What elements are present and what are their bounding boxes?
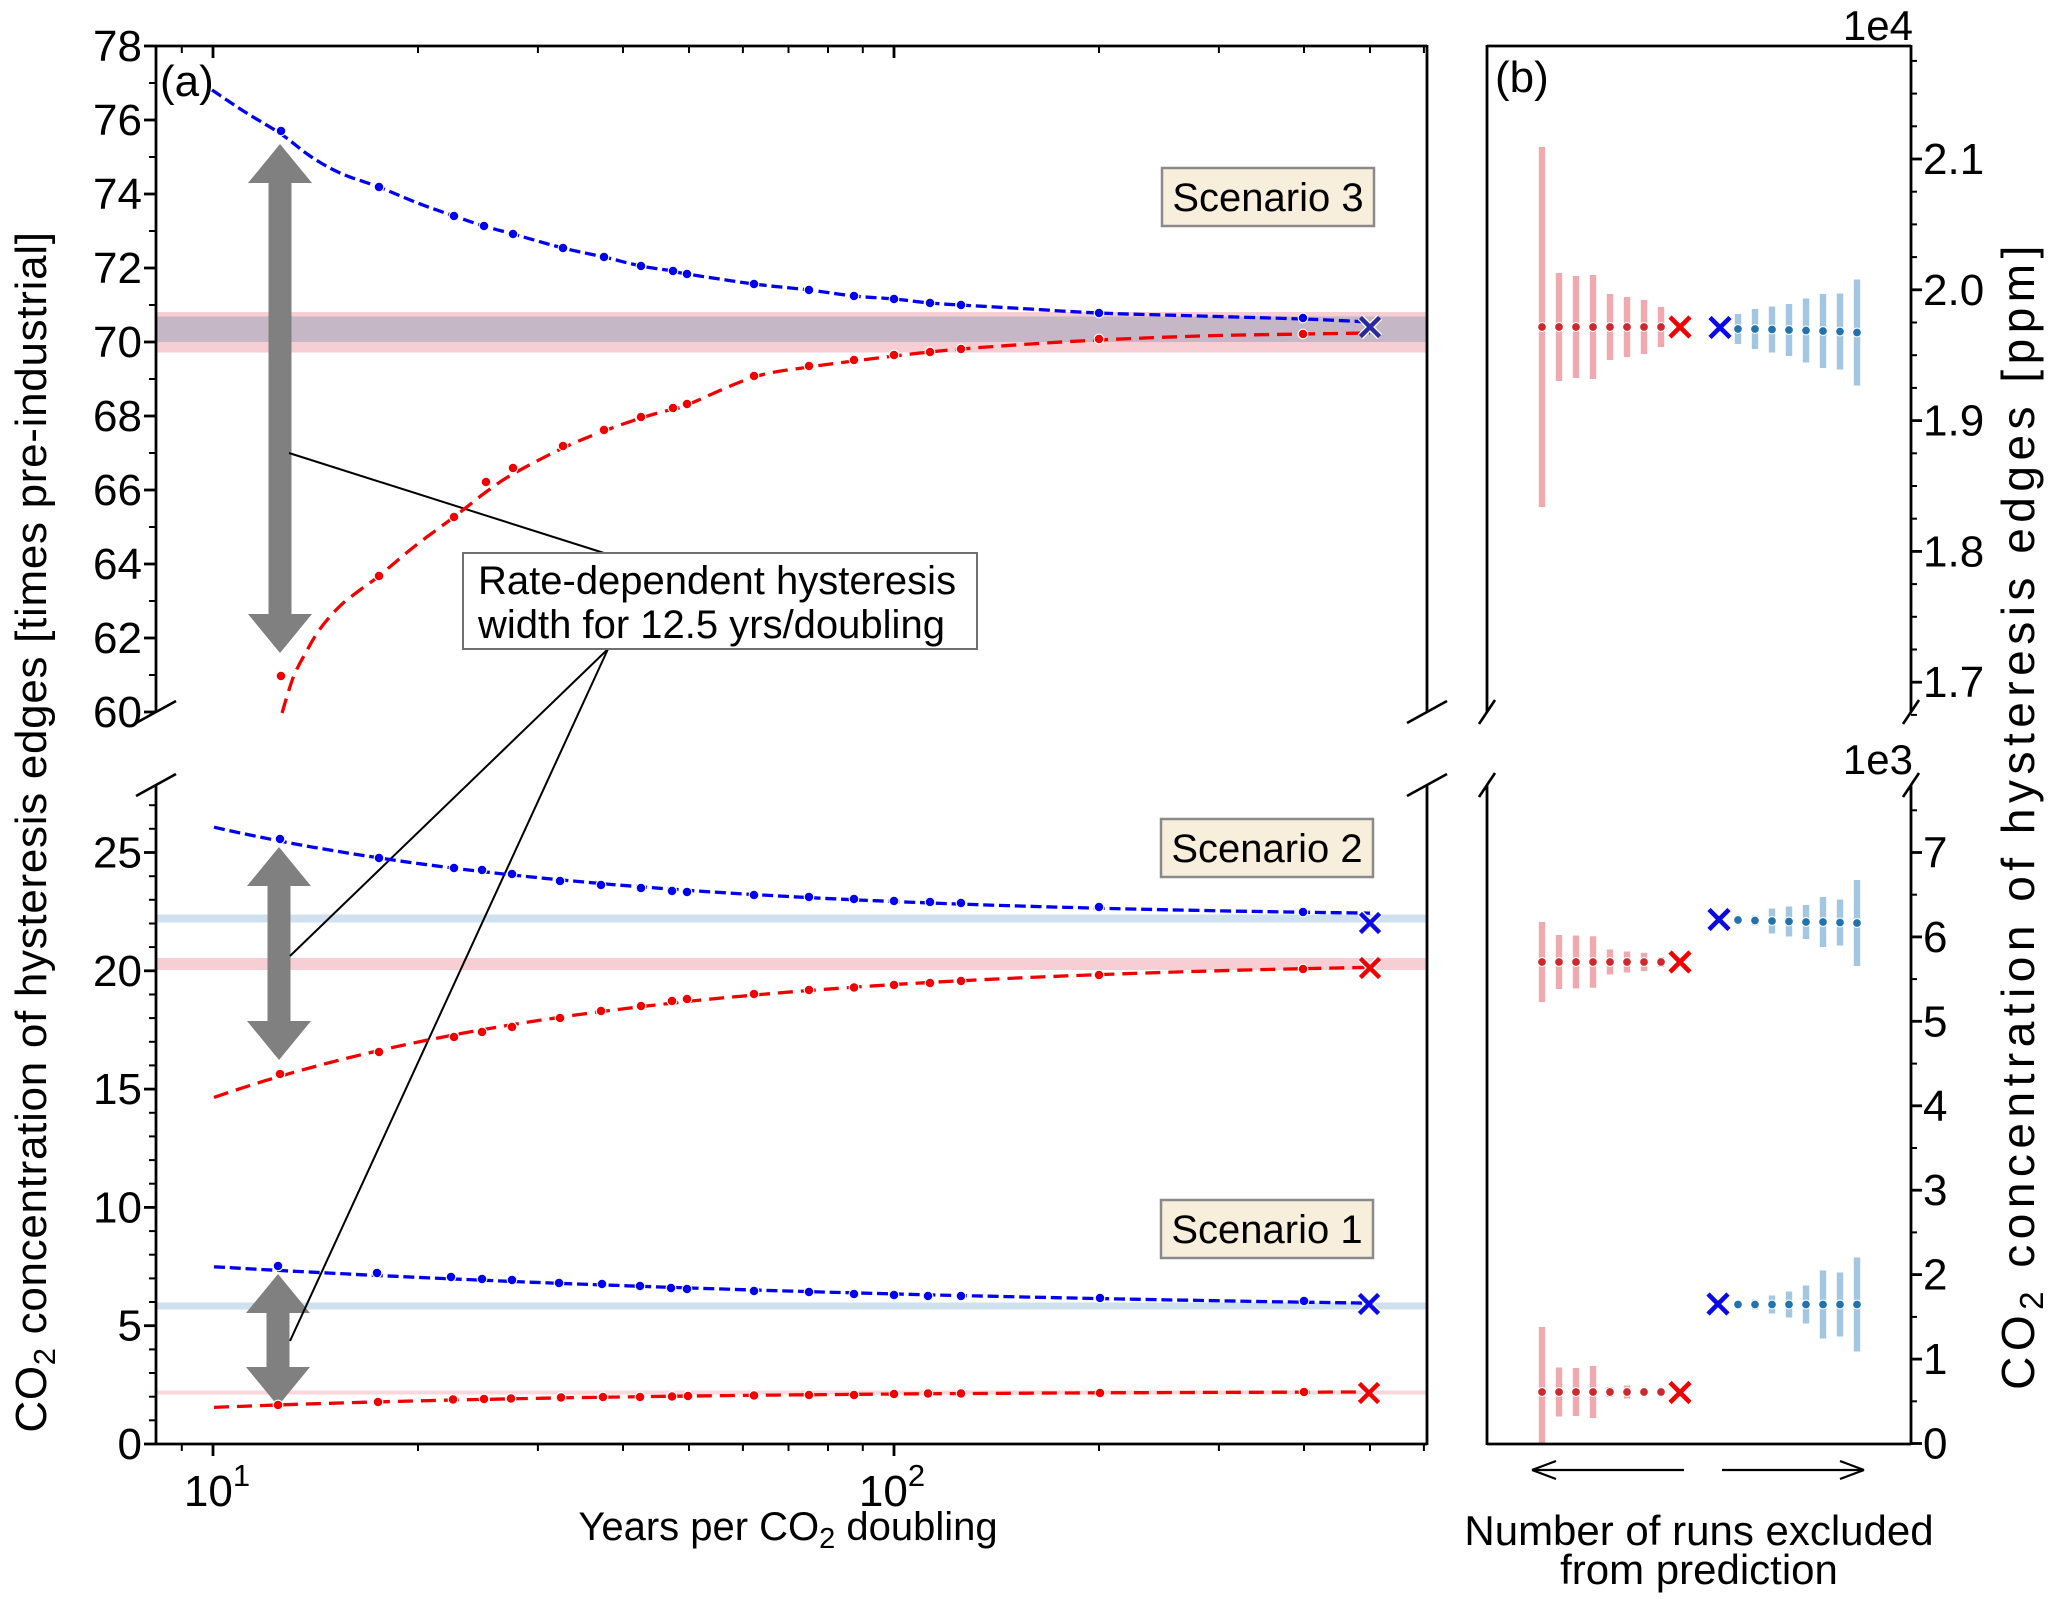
svg-text:70: 70 [93,318,142,367]
svg-text:74: 74 [93,170,142,219]
svg-text:20: 20 [93,947,142,996]
svg-text:CO2 concentration of hysteresi: CO2 concentration of hysteresis edges [p… [1992,240,2050,1390]
svg-text:CO2 concentration of hysteresi: CO2 concentration of hysteresis edges [t… [7,231,62,1432]
svg-text:0: 0 [118,1420,142,1469]
svg-text:72: 72 [93,244,142,293]
svg-text:2.0: 2.0 [1923,266,1984,315]
svg-text:102: 102 [859,1458,925,1516]
svg-text:Years per CO2 doubling: Years per CO2 doubling [578,1505,997,1555]
svg-text:1.8: 1.8 [1923,527,1984,576]
svg-text:5: 5 [1923,997,1947,1046]
svg-text:64: 64 [93,540,142,589]
svg-text:62: 62 [93,614,142,663]
svg-text:7: 7 [1923,828,1947,877]
svg-text:60: 60 [93,688,142,737]
svg-text:3: 3 [1923,1166,1947,1215]
svg-text:1: 1 [1923,1335,1947,1384]
svg-text:66: 66 [93,466,142,515]
svg-text:(b): (b) [1495,53,1549,102]
svg-text:width for 12.5 yrs/doubling: width for 12.5 yrs/doubling [477,603,945,647]
svg-text:Number of runs excluded: Number of runs excluded [1464,1507,1933,1554]
svg-text:1e3: 1e3 [1843,736,1913,783]
svg-text:4: 4 [1923,1082,1947,1131]
svg-text:6: 6 [1923,913,1947,962]
svg-text:1e4: 1e4 [1843,2,1913,49]
svg-text:Scenario 2: Scenario 2 [1171,827,1362,871]
svg-text:15: 15 [93,1065,142,1114]
svg-text:76: 76 [93,96,142,145]
svg-text:Rate-dependent hysteresis: Rate-dependent hysteresis [478,559,956,603]
svg-text:68: 68 [93,392,142,441]
svg-text:25: 25 [93,829,142,878]
svg-text:1.9: 1.9 [1923,397,1984,446]
svg-text:from prediction: from prediction [1560,1546,1838,1593]
svg-text:Scenario 3: Scenario 3 [1172,176,1363,220]
svg-text:1.7: 1.7 [1923,658,1984,707]
svg-text:2: 2 [1923,1251,1947,1300]
svg-text:0: 0 [1923,1420,1947,1469]
svg-text:5: 5 [118,1302,142,1351]
svg-text:10: 10 [93,1183,142,1232]
svg-text:2.1: 2.1 [1923,135,1984,184]
svg-text:78: 78 [93,22,142,71]
svg-text:Scenario 1: Scenario 1 [1171,1208,1362,1252]
svg-text:(a): (a) [160,57,214,106]
